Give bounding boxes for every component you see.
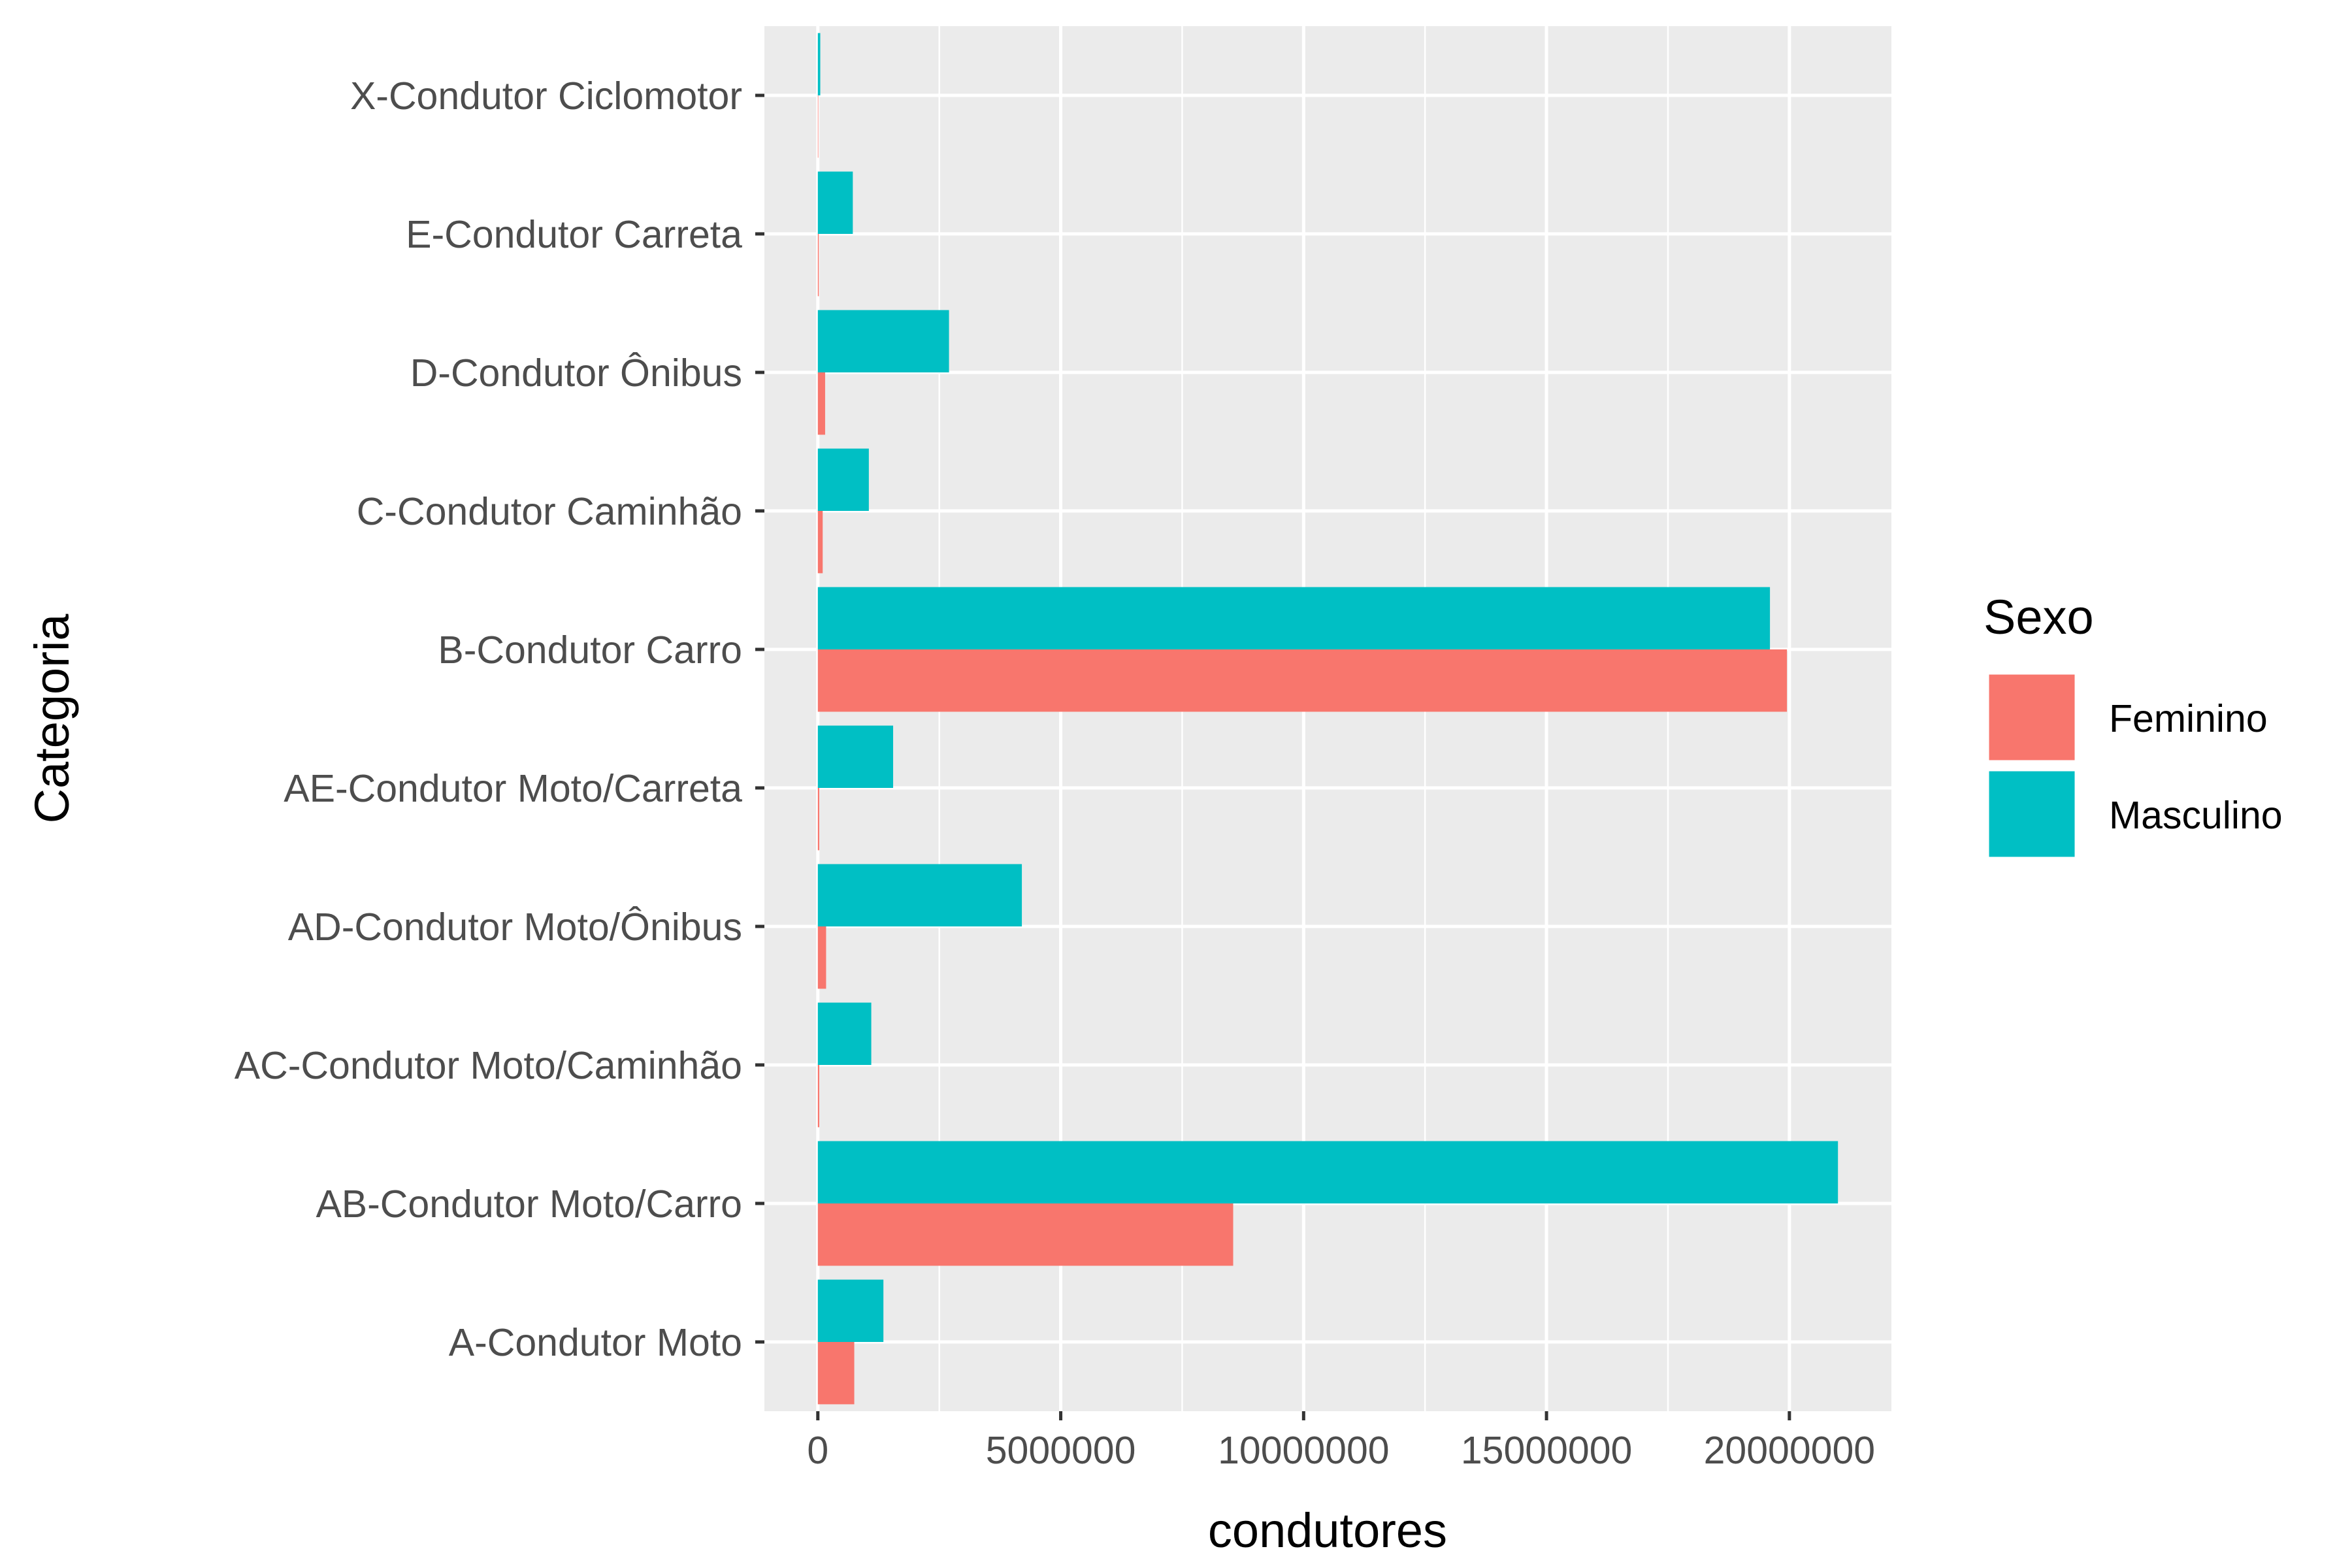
y-tick-label-8: E-Condutor Carreta (406, 213, 742, 256)
x-tick-label-1: 5000000 (986, 1429, 1136, 1472)
bar-feminino-6 (817, 511, 823, 574)
bar-masculino-2 (817, 1002, 872, 1065)
legend-label-feminino: Feminino (2109, 697, 2268, 740)
bar-masculino-0 (817, 1279, 884, 1342)
bar-masculino-4 (817, 725, 894, 788)
legend-key-masculino (1985, 768, 2078, 860)
bar-feminino-8 (817, 234, 819, 297)
x-tick-label-0: 0 (807, 1429, 828, 1472)
y-axis-title: Categoria (25, 613, 79, 824)
y-tick-label-0: A-Condutor Moto (449, 1321, 742, 1364)
bar-feminino-2 (817, 1065, 820, 1128)
bar-feminino-3 (817, 926, 826, 989)
bar-feminino-0 (817, 1342, 855, 1405)
x-tick-label-3: 15000000 (1461, 1429, 1633, 1472)
legend-label-masculino: Masculino (2109, 794, 2283, 837)
y-tick-label-6: C-Condutor Caminhão (357, 490, 742, 533)
y-tick-label-3: AD-Condutor Moto/Ônibus (288, 906, 742, 949)
y-tick-label-5: B-Condutor Carro (438, 629, 742, 672)
bars (817, 33, 1838, 1405)
x-axis: 0 5000000 10000000 15000000 20000000 (807, 1411, 1875, 1472)
bar-masculino-8 (817, 171, 853, 234)
bar-masculino-9 (817, 33, 821, 95)
y-tick-label-2: AC-Condutor Moto/Caminhão (235, 1044, 742, 1087)
bar-masculino-3 (817, 864, 1022, 926)
bar-masculino-1 (817, 1141, 1838, 1203)
x-axis-title: condutores (1208, 1503, 1447, 1558)
legend: Sexo Feminino Masculino (1984, 590, 2283, 860)
bar-masculino-7 (817, 310, 949, 372)
x-tick-label-4: 20000000 (1704, 1429, 1876, 1472)
legend-key-feminino (1985, 671, 2078, 764)
bar-feminino-9 (817, 95, 819, 158)
y-tick-label-1: AB-Condutor Moto/Carro (316, 1183, 742, 1226)
bar-masculino-6 (817, 448, 869, 511)
bar-feminino-7 (817, 372, 825, 435)
y-axis: A-Condutor Moto AB-Condutor Moto/Carro AC-… (235, 74, 764, 1364)
bar-feminino-4 (817, 788, 820, 851)
bar-masculino-5 (817, 587, 1771, 649)
bar-feminino-1 (817, 1203, 1233, 1266)
x-tick-label-2: 10000000 (1218, 1429, 1390, 1472)
y-tick-label-4: AE-Condutor Moto/Carreta (284, 767, 742, 810)
y-tick-label-9: X-Condutor Ciclomotor (350, 74, 742, 118)
legend-title: Sexo (1984, 590, 2094, 644)
bar-feminino-5 (817, 649, 1788, 712)
y-tick-label-7: D-Condutor Ônibus (410, 351, 742, 395)
